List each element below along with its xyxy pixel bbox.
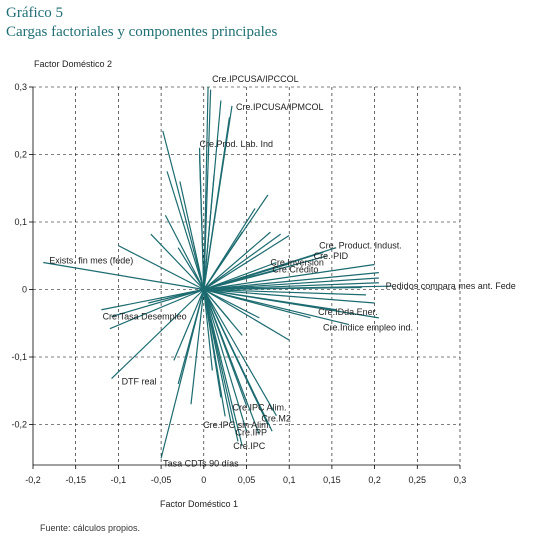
loading-vector xyxy=(203,231,271,290)
loading-vector xyxy=(203,270,277,291)
x-tick-label: 0,25 xyxy=(409,475,427,485)
loading-vector xyxy=(203,288,350,326)
y-tick-label: -0,1 xyxy=(11,352,27,362)
loading-vector xyxy=(203,288,260,319)
vector-label: Pedidos compara mes ant. Fede xyxy=(386,281,516,291)
vector-label: Cre.Prod. Lab. Ind xyxy=(200,139,274,149)
loading-vector xyxy=(203,234,290,291)
loading-vector xyxy=(109,288,205,330)
loading-vector xyxy=(177,247,205,290)
loading-vector xyxy=(203,289,243,447)
loading-vector xyxy=(203,289,213,371)
x-axis-title: Factor Doméstico 1 xyxy=(160,499,238,509)
loading-vector xyxy=(203,289,226,417)
loading-vector xyxy=(203,263,375,291)
loading-vector xyxy=(164,214,205,290)
vector-label: Cre.IPC sin Alim. xyxy=(203,420,271,430)
y-tick-label: 0,1 xyxy=(14,217,27,227)
loading-vector xyxy=(203,289,273,432)
y-axis-title: Factor Doméstico 2 xyxy=(34,59,112,69)
loading-vector xyxy=(203,289,248,432)
vector-label: Cre.IPP xyxy=(236,427,268,437)
vector-label: Cre.IPCUSA/IPMCOL xyxy=(236,102,324,112)
vector-label: DTF real xyxy=(122,377,157,387)
loading-vector xyxy=(203,288,375,304)
vector-label: Cre. PID xyxy=(314,251,349,261)
source-note: Fuente: cálculos propios. xyxy=(40,523,141,533)
x-tick-label: 0 xyxy=(201,475,206,485)
figure-label: Gráfico 5 xyxy=(6,5,64,21)
loading-vector xyxy=(101,288,204,311)
loading-vectors xyxy=(43,86,392,459)
loading-vector xyxy=(203,289,232,424)
loading-vector xyxy=(111,289,205,380)
x-tick-label: -0,2 xyxy=(25,475,41,485)
loading-vector xyxy=(203,289,230,321)
x-tick-label: 0,05 xyxy=(238,475,256,485)
vector-label: Cre.IPC xyxy=(233,441,266,451)
vector-label: Cre.IPCUSA/IPCCOL xyxy=(212,74,299,84)
vector-labels: Cre.IPCUSA/IPCCOL Cre.IPCUSA/IPMCOL Cre.Pr… xyxy=(49,74,516,468)
loading-vector xyxy=(203,289,248,406)
vector-label: Cre.Índice empleo ind. xyxy=(323,323,413,333)
vector-label: Cre.IDda.Ener. xyxy=(318,307,378,317)
y-tick-label: -0,2 xyxy=(11,420,27,430)
loading-vector xyxy=(203,233,282,290)
chart-header: Gráfico 5 Cargas factoriales y component… xyxy=(6,4,277,42)
vector-label: Cre.Inversion xyxy=(270,258,324,268)
figure-title: Cargas factoriales y componentes princip… xyxy=(6,24,278,40)
x-tick-label: 0,2 xyxy=(368,475,381,485)
loading-vector xyxy=(166,171,205,290)
vector-label: Cre.IPC Alim. xyxy=(233,403,287,413)
grid xyxy=(33,86,461,465)
vector-label: Exists. fin mes (fede) xyxy=(49,256,133,266)
loading-vector xyxy=(203,100,222,290)
vector-label: Cre.Tasa Desempleo xyxy=(103,312,187,322)
loading-vector xyxy=(203,285,392,291)
x-tick-label: -0,1 xyxy=(111,475,127,485)
loading-vector xyxy=(111,288,204,318)
loading-vector xyxy=(160,289,205,459)
loading-vector xyxy=(150,233,205,290)
loading-vector xyxy=(203,288,337,311)
loading-vector xyxy=(203,288,367,296)
loading-vector xyxy=(118,245,205,291)
vector-label: Cre.M2 xyxy=(261,414,291,424)
loading-vector xyxy=(203,247,337,291)
y-tick-label: 0,2 xyxy=(14,150,27,160)
y-tick-label: 0 xyxy=(22,285,27,295)
loading-vector xyxy=(190,289,205,405)
loading-vector xyxy=(162,130,205,290)
loading-vector xyxy=(179,181,205,290)
y-tick-label: 0,3 xyxy=(14,82,27,92)
loading-vector xyxy=(203,289,277,417)
loading-vector xyxy=(203,272,379,291)
x-tick-label: -0,05 xyxy=(151,475,172,485)
loading-vector xyxy=(173,289,205,361)
x-tick-label: 0,15 xyxy=(323,475,341,485)
loading-vector xyxy=(203,208,256,290)
loading-vector xyxy=(203,261,277,291)
loading-vector xyxy=(203,277,379,291)
loading-vector xyxy=(43,261,204,291)
x-tick-label: -0,15 xyxy=(65,475,86,485)
loading-vector xyxy=(203,86,209,290)
vector-label: Cre. Product. Indust. xyxy=(319,241,402,251)
loading-vector xyxy=(203,105,233,290)
loading-vector xyxy=(203,288,290,341)
loading-vector xyxy=(203,282,379,291)
x-tick-label: 0,1 xyxy=(283,475,296,485)
vector-label: Cre.Crédito xyxy=(272,265,318,275)
vector-label: Tasa CDTs 90 días xyxy=(163,458,239,468)
axes: -0,2 -0,15 -0,1 -0,05 0 0,05 0,1 0,15 0,2 0,25 0,3… xyxy=(11,82,466,485)
loading-vector xyxy=(198,147,205,290)
x-tick-label: 0,3 xyxy=(454,475,467,485)
